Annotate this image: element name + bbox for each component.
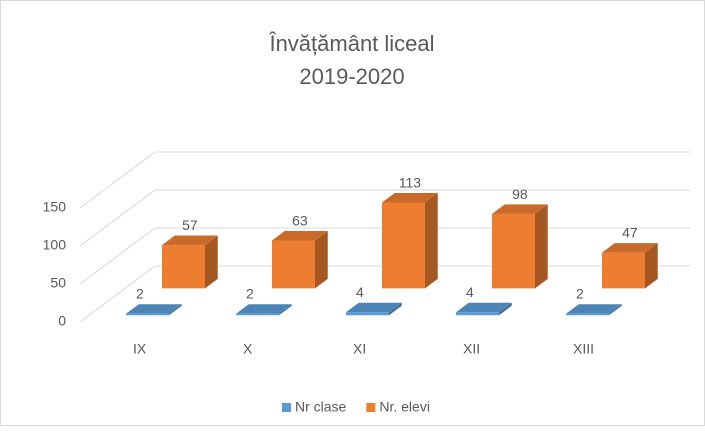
bar [162,235,218,289]
data-label: 4 [466,284,474,300]
bar-front [236,313,279,316]
grid-line [79,151,690,209]
data-label: 98 [512,186,528,202]
bar-front [162,245,205,289]
data-label: 47 [622,225,638,241]
bar-side [315,231,328,289]
bar-top [126,304,182,314]
y-tick-label: 100 [43,237,67,253]
bar-top [346,302,402,313]
bar-side [389,302,402,316]
bar [126,304,182,316]
bar-top [236,304,292,314]
bar-side [425,193,438,289]
data-label: 63 [292,212,308,228]
bar-top [456,302,512,313]
bar-top [382,193,438,203]
x-tick-label: XI [353,341,366,357]
bar-front [492,213,535,289]
legend-label: Nr. elevi [379,399,430,415]
bar-side [645,243,658,289]
bar-top [162,235,218,246]
legend-label: Nr clase [295,399,347,415]
x-tick-label: IX [133,341,147,357]
legend-swatch [282,403,291,412]
bar-top [492,204,548,214]
data-label: 113 [399,174,422,190]
grid-line [79,189,690,247]
bar-side [609,304,622,316]
bar-front [346,312,389,316]
bar-side [535,204,548,289]
bar-front [602,252,645,289]
bar-side [279,304,292,316]
bar-front [382,202,425,289]
data-label: 4 [356,284,364,300]
legend-swatch [366,403,376,412]
y-tick-label: 0 [58,313,66,329]
bar [272,231,328,289]
y-tick-label: 50 [50,275,66,291]
bar [566,304,622,316]
data-label: 2 [576,286,584,302]
bar [236,304,292,316]
bar [456,302,512,316]
bar-top [602,243,658,253]
y-tick-label: 150 [43,199,67,215]
bar-front [272,240,315,289]
bar [346,302,402,316]
bar [492,204,548,289]
bar [382,193,438,289]
bar [602,243,658,289]
chart-title: Învățământ liceal [268,31,434,56]
bar-front [566,313,609,316]
chart-subtitle: 2019-2020 [299,64,404,89]
bar-front [456,312,499,316]
bar-side [169,304,182,316]
data-label: 2 [246,286,254,302]
x-tick-label: XIII [573,341,594,357]
bar-front [126,313,169,316]
bar-top [272,231,328,241]
data-label: 57 [182,217,198,233]
bar-side [499,302,512,316]
bar-top [566,304,622,314]
x-tick-label: X [243,341,253,357]
x-tick-label: XII [463,341,480,357]
data-label: 2 [136,286,144,302]
bar-side [205,235,218,289]
